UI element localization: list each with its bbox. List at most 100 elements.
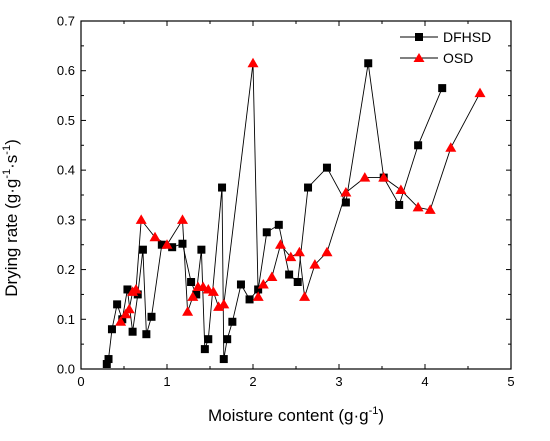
data-point-osd (213, 301, 225, 311)
data-point-dfhsd (395, 200, 404, 209)
data-point-dfhsd (285, 270, 294, 279)
data-point-dfhsd (245, 295, 254, 304)
data-point-osd (177, 214, 188, 224)
data-point-dfhsd (128, 327, 137, 336)
data-point-dfhsd (102, 360, 111, 369)
data-point-osd (412, 201, 424, 212)
data-point-osd (445, 142, 457, 152)
y-tick-label: 0.4 (57, 163, 75, 178)
data-point-osd (161, 239, 173, 249)
data-point-dfhsd (364, 59, 373, 68)
data-point-dfhsd (228, 317, 237, 326)
data-point-dfhsd (200, 345, 209, 354)
x-axis-title: Moisture content (g·g-1) (208, 405, 384, 425)
y-axis-title-sup1: -1 (1, 169, 13, 179)
x-tick-label: 4 (421, 374, 428, 389)
y-axis-title: Drying rate (g·g-1·s-1) (1, 139, 21, 297)
x-axis-title-sup: -1 (369, 405, 379, 417)
data-point-osd (321, 246, 333, 257)
series-osd (115, 57, 486, 326)
data-point-osd (395, 184, 407, 194)
data-point-dfhsd (219, 355, 228, 364)
data-point-dfhsd (192, 290, 201, 299)
data-point-dfhsd (438, 84, 447, 93)
legend-label-osd: OSD (443, 50, 473, 66)
x-axis-title-text: Moisture content (g·g (208, 406, 369, 425)
data-point-osd (293, 246, 305, 257)
y-axis-title-end: ) (2, 139, 21, 145)
data-point-osd (378, 172, 390, 182)
data-point-dfhsd (157, 240, 166, 249)
data-point-osd (247, 57, 259, 68)
data-point-osd (252, 291, 264, 301)
data-point-osd (207, 286, 219, 296)
data-point-osd (340, 187, 352, 197)
y-tick-label: 0.7 (57, 14, 75, 29)
y-axis-title-mid: ·s (2, 155, 21, 169)
data-point-osd (135, 214, 147, 224)
data-point-dfhsd (304, 183, 313, 192)
legend-item-osd: OSD (400, 50, 473, 66)
legend-label-dfhsd: DFHSD (443, 29, 491, 45)
legend-marker-osd (413, 53, 425, 62)
data-point-dfhsd (107, 325, 116, 334)
data-point-osd (474, 87, 486, 98)
y-tick-label: 0.6 (57, 63, 75, 78)
legend: DFHSD OSD (400, 29, 491, 66)
data-point-dfhsd (218, 183, 227, 192)
data-point-dfhsd (147, 312, 156, 321)
data-point-dfhsd (138, 245, 147, 254)
x-axis-ticks: 0 1 2 3 4 5 (77, 21, 515, 389)
y-tick-label: 0.1 (57, 312, 75, 327)
data-point-osd (309, 259, 321, 269)
data-point-osd (285, 251, 297, 262)
data-point-dfhsd (197, 245, 206, 254)
y-axis-title-sup2: -1 (1, 145, 13, 155)
x-tick-label: 1 (163, 374, 170, 389)
data-point-osd (115, 316, 127, 326)
data-point-dfhsd (168, 243, 177, 252)
data-point-osd (120, 308, 132, 319)
data-point-osd (275, 239, 286, 249)
data-point-dfhsd (204, 335, 213, 344)
data-point-osd (257, 279, 269, 289)
x-tick-label: 3 (335, 374, 342, 389)
data-point-osd (218, 298, 230, 309)
data-point-dfhsd (223, 335, 232, 344)
data-point-osd (182, 306, 194, 316)
data-point-dfhsd (274, 220, 283, 229)
data-point-dfhsd (293, 278, 302, 286)
data-point-dfhsd (187, 278, 196, 286)
data-point-osd (187, 291, 199, 301)
y-tick-label: 0.5 (57, 113, 75, 128)
x-axis-title-end: ) (378, 406, 384, 425)
data-point-dfhsd (341, 198, 350, 207)
x-tick-label: 5 (507, 374, 514, 389)
data-point-dfhsd (414, 141, 423, 150)
data-point-dfhsd (262, 228, 271, 237)
data-point-dfhsd (133, 290, 142, 299)
y-axis-title-text: Drying rate (g·g (2, 179, 21, 297)
series-layer (102, 57, 486, 369)
data-point-osd (299, 291, 311, 301)
y-axis-ticks: 0.0 0.1 0.2 0.3 0.4 0.5 0.6 0.7 (57, 14, 511, 377)
legend-marker-dfhsd (415, 33, 423, 41)
data-point-dfhsd (236, 280, 245, 289)
data-point-dfhsd (123, 285, 132, 294)
x-tick-label: 0 (77, 374, 84, 389)
data-point-osd (123, 303, 135, 314)
data-point-dfhsd (142, 330, 151, 339)
data-point-dfhsd (178, 239, 187, 248)
x-tick-label: 2 (249, 374, 256, 389)
data-point-dfhsd (322, 163, 331, 172)
data-point-osd (149, 231, 161, 242)
data-point-osd (130, 284, 142, 294)
data-point-osd (266, 271, 278, 281)
data-point-dfhsd (104, 355, 113, 364)
legend-item-dfhsd: DFHSD (400, 29, 491, 45)
y-tick-label: 0.3 (57, 212, 75, 227)
data-point-osd (424, 204, 436, 214)
y-tick-label: 0.0 (57, 362, 75, 377)
